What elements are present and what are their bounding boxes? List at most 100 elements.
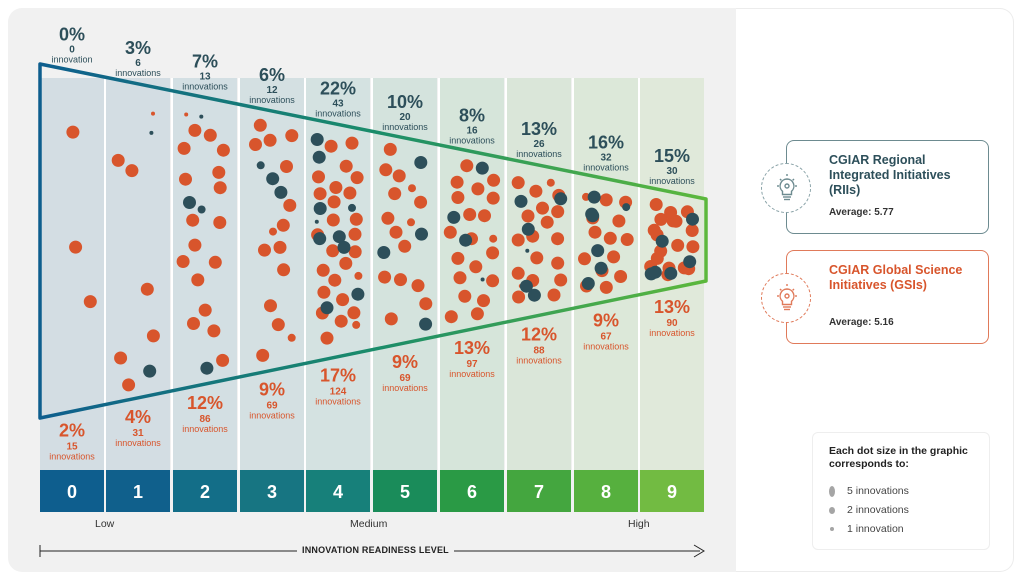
- gsi-dot: [216, 143, 230, 157]
- gsi-percent-1: 4%: [125, 407, 151, 427]
- gsi-dot: [313, 187, 327, 201]
- legend-title: Each dot size in the graphic corresponds…: [829, 445, 968, 470]
- rii-dot: [664, 266, 678, 280]
- rii-dot: [313, 232, 327, 246]
- gsi-dot: [486, 274, 500, 288]
- gsi-dot: [411, 279, 425, 293]
- gsi-dot: [348, 227, 362, 241]
- gsi-dot: [146, 329, 160, 343]
- gsi-percent-8: 9%: [593, 311, 619, 331]
- axis-arrow-icon: [693, 544, 705, 558]
- gsi-dot: [125, 164, 139, 178]
- gsi-dot: [176, 255, 190, 268]
- level-box-9: [640, 470, 704, 512]
- rii-dot: [274, 185, 288, 199]
- funnel-outline: [38, 62, 708, 420]
- legend-dot-medium: [829, 506, 835, 514]
- rii-dot: [197, 205, 206, 214]
- gsi-dot: [188, 238, 202, 252]
- rii-unit-2: innovations: [182, 81, 228, 91]
- gsi-percent-2: 12%: [187, 393, 223, 413]
- gsi-unit-2: innovations: [182, 424, 228, 434]
- axis-title: INNOVATION READINESS LEVEL: [297, 545, 454, 555]
- gsi-dot: [111, 153, 125, 167]
- rii-dot: [266, 172, 280, 186]
- rii-count-1: 6: [135, 58, 141, 69]
- rii-count-0: 0: [69, 44, 75, 55]
- rii-dot: [419, 317, 433, 331]
- rii-dot: [586, 209, 600, 223]
- lightbulb-gear-icon: [761, 163, 811, 213]
- gsi-card-title: CGIAR Global Science Initiatives (GSIs): [829, 263, 963, 292]
- gsi-unit-1: innovations: [115, 438, 161, 448]
- rii-dot: [655, 234, 669, 248]
- gsi-dot: [398, 239, 412, 253]
- rii-dot: [314, 219, 319, 224]
- gsi-count-8: 67: [600, 332, 612, 343]
- gsi-dot: [671, 238, 685, 252]
- gsi-dot: [529, 184, 543, 198]
- rii-unit-5: innovations: [382, 122, 428, 132]
- gsi-dot: [614, 270, 628, 283]
- gsi-dot: [551, 256, 565, 270]
- gsi-dot: [339, 159, 353, 173]
- gsi-dot: [392, 169, 406, 183]
- gsi-dot: [69, 240, 83, 254]
- rii-dot: [554, 192, 568, 206]
- gsi-dot: [383, 142, 397, 156]
- gsi-dot: [394, 273, 407, 287]
- rii-unit-3: innovations: [249, 95, 295, 105]
- rii-percent-8: 16%: [588, 133, 624, 153]
- gsi-dot: [607, 250, 621, 264]
- gsi-dot: [316, 263, 330, 277]
- gsi-dot: [378, 270, 392, 284]
- gsi-dot: [588, 225, 602, 239]
- gsi-dot: [444, 310, 458, 324]
- gsi-dot: [184, 112, 189, 117]
- gsi-dot: [187, 317, 200, 330]
- rii-dot: [521, 222, 535, 236]
- legend-label-2: 2 innovations: [847, 504, 909, 516]
- gsi-dot: [512, 290, 526, 304]
- legend-label-1: 1 innovation: [847, 523, 904, 535]
- gsi-dot: [546, 178, 555, 187]
- level-box-6: [440, 470, 504, 512]
- gsi-dot: [511, 176, 525, 190]
- gsi-dot: [419, 297, 433, 311]
- gsi-dot: [216, 353, 230, 367]
- rii-dot: [415, 227, 428, 241]
- gsi-dot: [213, 216, 227, 229]
- rii-dot: [587, 190, 601, 204]
- gsi-dot: [343, 186, 357, 200]
- rii-unit-4: innovations: [315, 108, 361, 118]
- rii-count-9: 30: [666, 166, 678, 177]
- gsi-dot: [317, 285, 331, 299]
- gsi-dot: [486, 246, 500, 260]
- gsi-count-0: 15: [66, 441, 78, 452]
- rii-percent-2: 7%: [192, 51, 218, 71]
- gsi-percent-0: 2%: [59, 420, 85, 440]
- gsi-dot: [384, 312, 398, 326]
- rii-unit-0: innovation: [51, 54, 92, 64]
- rii-count-5: 20: [399, 112, 411, 123]
- gsi-dot: [599, 193, 613, 207]
- rii-dot: [414, 156, 428, 169]
- gsi-dot: [256, 348, 270, 362]
- gsi-dot: [66, 125, 80, 139]
- level-label-3: 3: [267, 482, 277, 502]
- gsi-dot: [554, 273, 568, 287]
- gsi-dot: [312, 170, 325, 184]
- gsi-dot: [530, 251, 544, 265]
- gsi-dot: [487, 173, 501, 187]
- gsi-dot: [647, 223, 661, 237]
- gsi-percent-9: 13%: [654, 297, 690, 317]
- rii-unit-6: innovations: [449, 136, 495, 146]
- rii-percent-1: 3%: [125, 38, 151, 58]
- legend-dot-small: [830, 527, 834, 531]
- gsi-dot: [469, 260, 483, 274]
- rii-count-4: 43: [332, 98, 344, 109]
- gsi-unit-4: innovations: [315, 397, 361, 407]
- gsi-dot: [685, 224, 699, 237]
- rii-percent-6: 8%: [459, 106, 485, 126]
- rii-dot: [686, 212, 699, 226]
